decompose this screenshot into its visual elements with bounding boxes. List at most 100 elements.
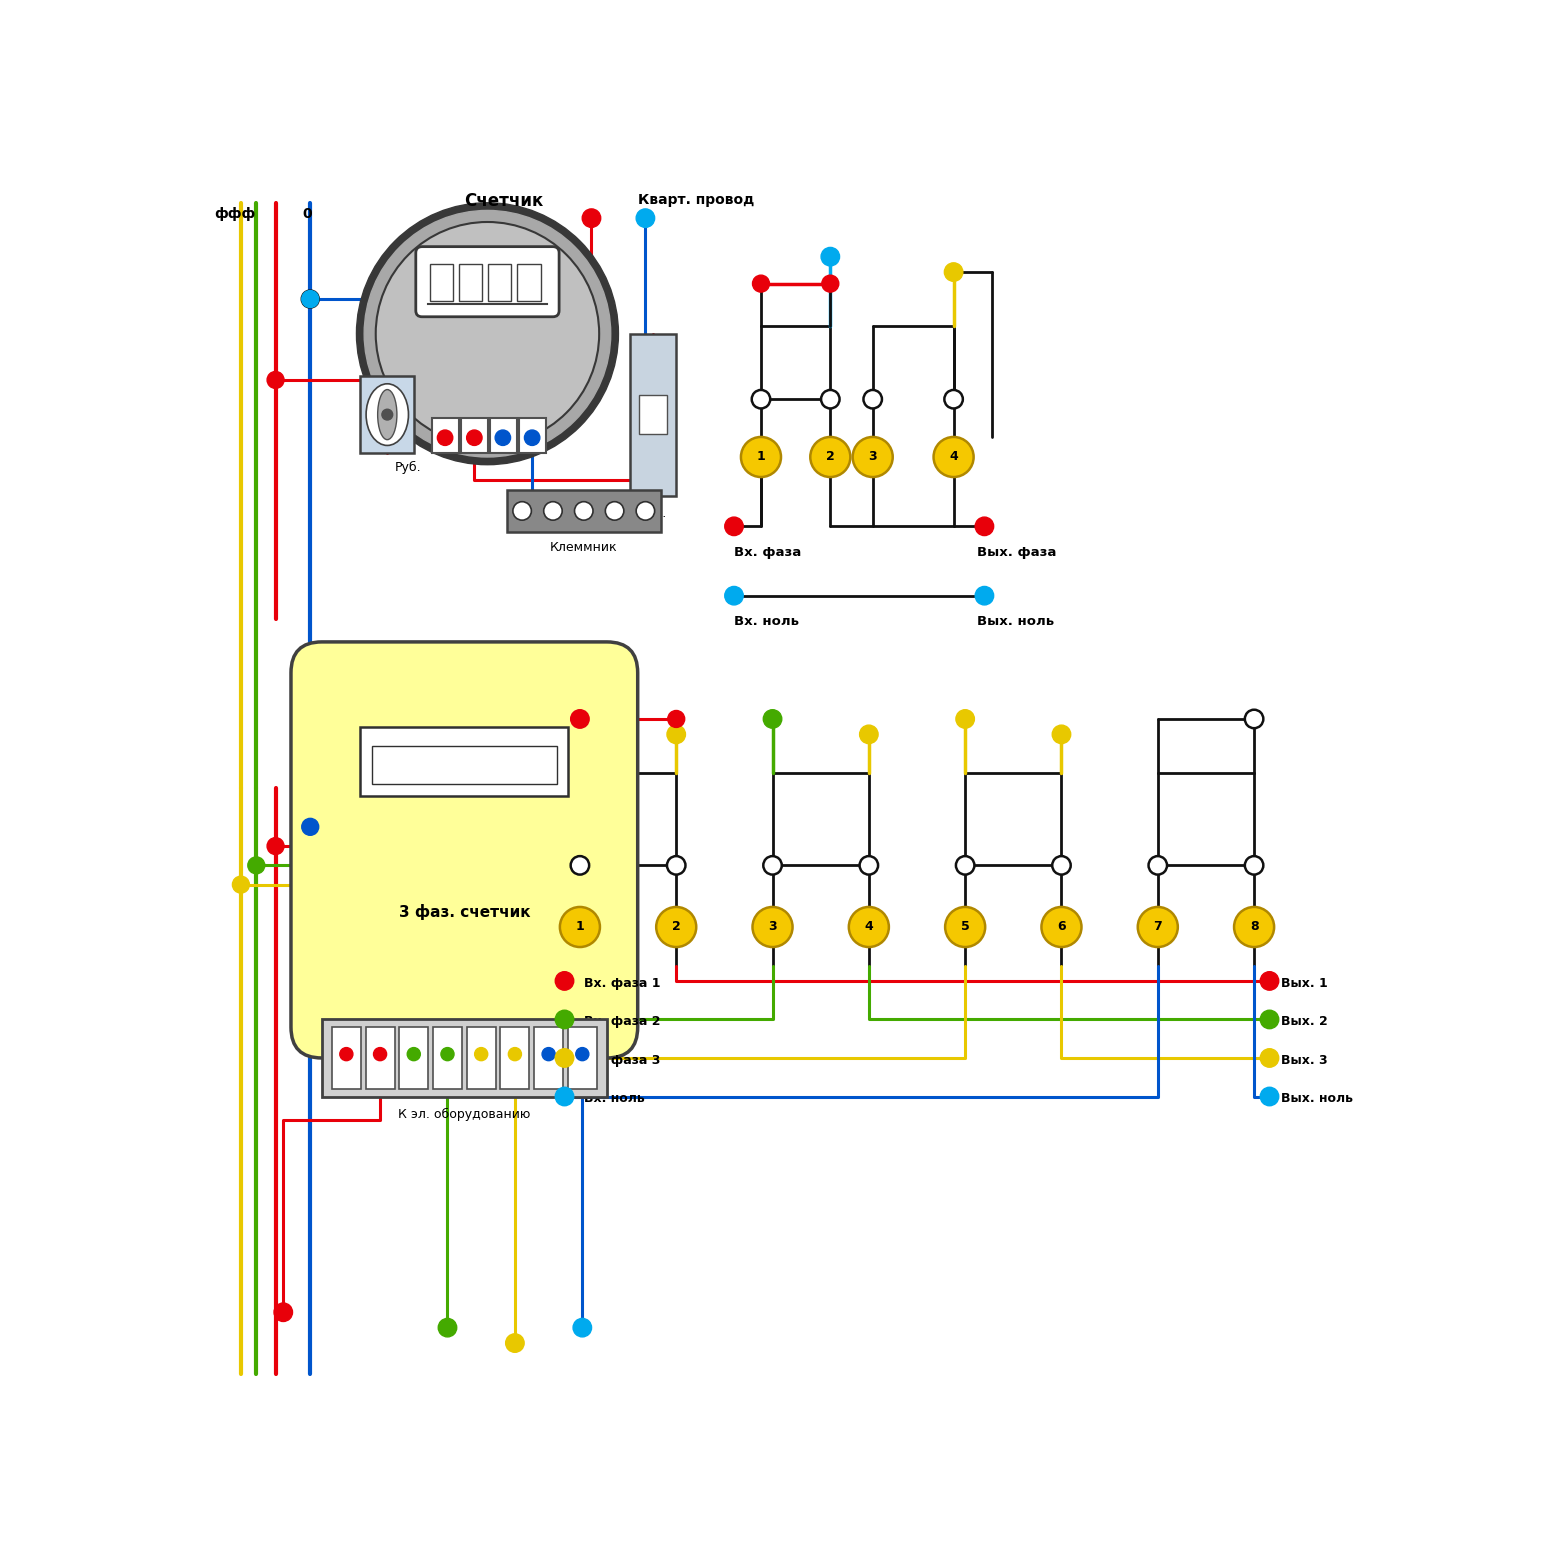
Circle shape [849,907,889,948]
Text: Вых. 1: Вых. 1 [1281,977,1328,990]
Bar [371,746,557,785]
Circle shape [555,1010,574,1029]
Circle shape [956,710,975,729]
Circle shape [668,855,685,874]
Circle shape [466,429,482,445]
Text: Вых. ноль: Вых. ноль [977,615,1055,628]
Circle shape [474,1047,488,1060]
Circle shape [1053,726,1070,743]
Circle shape [821,390,839,409]
Text: Клеммник: Клеммник [551,542,618,554]
Ellipse shape [367,384,409,445]
Text: Вх. фаза 1: Вх. фаза 1 [583,977,660,990]
Text: 4: 4 [864,921,874,933]
Text: 2: 2 [825,451,835,464]
Bar [434,1027,462,1090]
Text: К эл. оборудованию: К эл. оборудованию [398,1108,530,1121]
Bar [630,334,675,495]
Text: 3 фаз. счетчик: 3 фаз. счетчик [399,904,530,919]
Bar [321,1019,607,1096]
Bar [501,1027,529,1090]
Circle shape [1234,907,1275,948]
Text: 8: 8 [1250,921,1259,933]
FancyBboxPatch shape [417,247,558,317]
Bar [460,418,488,453]
Circle shape [975,587,994,606]
Circle shape [267,372,284,389]
Circle shape [763,710,782,729]
Circle shape [301,290,318,308]
Bar [399,1027,429,1090]
Bar [459,264,482,301]
Circle shape [657,907,696,948]
Circle shape [944,390,963,409]
Circle shape [248,857,265,874]
Text: 1: 1 [576,921,585,933]
Circle shape [382,409,393,420]
Bar [360,376,415,453]
Circle shape [267,838,284,854]
Circle shape [495,429,510,445]
Circle shape [668,726,685,743]
Circle shape [544,501,562,520]
Circle shape [945,907,986,948]
Circle shape [605,501,624,520]
Bar [429,264,452,301]
Circle shape [863,390,881,409]
Text: Руб.: Руб. [395,460,421,475]
Circle shape [763,855,782,874]
Circle shape [1260,1049,1279,1068]
Circle shape [636,501,655,520]
Circle shape [582,209,601,228]
Circle shape [437,429,452,445]
Circle shape [860,855,878,874]
Circle shape [407,1047,420,1060]
Circle shape [373,1047,387,1060]
Circle shape [524,429,540,445]
Circle shape [573,1319,591,1336]
Text: Вых. 3: Вых. 3 [1281,1054,1328,1066]
Bar [640,395,668,434]
Circle shape [741,437,782,478]
Text: 2: 2 [672,921,680,933]
Circle shape [541,1047,555,1060]
Bar [534,1027,563,1090]
Circle shape [1260,1088,1279,1105]
Circle shape [571,710,590,729]
Text: 3: 3 [768,921,777,933]
Circle shape [821,248,839,265]
Circle shape [363,211,610,457]
FancyBboxPatch shape [292,642,638,1058]
Bar [519,418,546,453]
Bar [488,264,512,301]
Circle shape [555,1088,574,1105]
Circle shape [752,907,792,948]
Circle shape [944,262,963,281]
Bar [490,418,516,453]
Circle shape [576,1047,588,1060]
Bar [365,1027,395,1090]
Circle shape [956,855,975,874]
Circle shape [555,1049,574,1068]
Circle shape [1245,710,1264,729]
Text: ффф: ффф [214,208,256,222]
Text: Вых. фаза: Вых. фаза [977,546,1056,559]
Text: 6: 6 [1058,921,1065,933]
Text: Вх. ноль: Вх. ноль [735,615,799,628]
Circle shape [560,907,601,948]
Text: 4: 4 [948,451,958,464]
Circle shape [853,437,892,478]
Circle shape [1053,855,1070,874]
Bar [360,727,568,796]
Circle shape [752,390,771,409]
Circle shape [1137,907,1178,948]
Circle shape [340,1047,353,1060]
Text: Вх. ноль: Вх. ноль [583,1093,644,1105]
Circle shape [555,971,574,990]
Circle shape [509,1047,521,1060]
Text: Вых. ноль: Вых. ноль [1281,1093,1353,1105]
Circle shape [275,1303,293,1322]
Circle shape [725,587,743,606]
Text: 0: 0 [303,208,312,222]
Text: Счетчик: Счетчик [465,192,543,211]
